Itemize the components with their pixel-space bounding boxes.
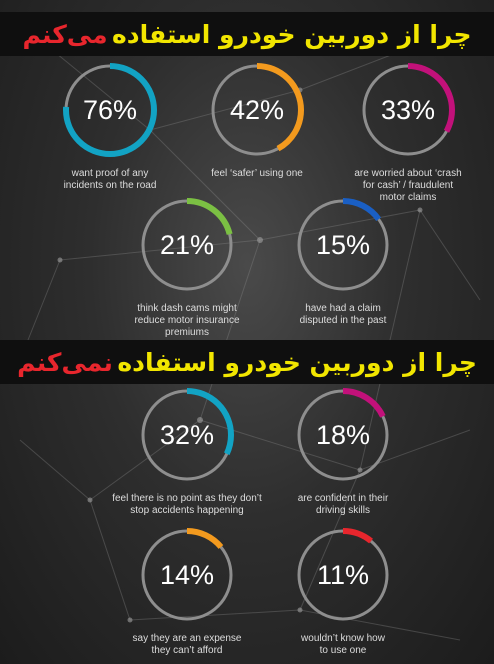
stat-caption: have had a claim disputed in the past: [253, 303, 433, 327]
caption-line: want proof of any: [71, 168, 149, 179]
caption-line: reduce motor insurance: [134, 315, 240, 326]
caption-line: stop accidents happening: [130, 505, 244, 516]
caption-line: have had a claim: [305, 303, 381, 314]
stat-caption: think dash cams might reduce motor insura…: [97, 303, 277, 339]
percent-label: 42%: [229, 95, 285, 125]
donut-stat: 21% think dash cams might reduce motor ins…: [97, 195, 277, 339]
caption-line: incidents on the road: [63, 180, 157, 191]
caption-line: premiums: [165, 327, 209, 338]
banner-title-text: چرا از دوربین خودرو استفاده: [117, 347, 477, 377]
donut-arc: [63, 63, 157, 157]
caption-line: are confident in their: [297, 493, 389, 504]
stat-caption: wouldn’t know how to use one: [253, 633, 433, 657]
caption-line: motor claims: [379, 192, 437, 203]
donut-svg: [140, 388, 234, 482]
caption-line: feel ‘safer’ using one: [211, 168, 303, 179]
percent-label: 76%: [82, 95, 138, 125]
title-banner-non-uses: چرا از دوربین خودرو استفاده نمی‌کنم: [0, 340, 494, 384]
caption-line: say they are an expense: [132, 633, 242, 644]
caption-line: wouldn’t know how: [301, 633, 385, 644]
donut-stat: 42% feel ‘safer’ using one: [167, 60, 347, 180]
percent-label: 33%: [380, 95, 436, 125]
stat-caption: want proof of any incidents on the road: [20, 168, 200, 192]
caption-line: driving skills: [316, 505, 370, 516]
donut-svg: [140, 528, 234, 622]
donut-arc: [361, 63, 455, 157]
banner-title-emphasis: می‌کنم: [22, 19, 108, 49]
donut-arc: [296, 198, 390, 292]
donut-ring: 42%: [207, 60, 307, 160]
stat-caption: are confident in their driving skills: [253, 493, 433, 517]
percent-label: 14%: [159, 560, 215, 590]
donut-ring: 33%: [358, 60, 458, 160]
donut-stat: 32% feel there is no point as they don’t s…: [97, 385, 277, 517]
donut-svg: [63, 63, 157, 157]
caption-line: feel there is no point as they don’t: [112, 493, 262, 504]
percent-label: 32%: [159, 420, 215, 450]
donut-arc: [296, 388, 390, 482]
donut-ring: 14%: [137, 525, 237, 625]
caption-line: they can’t afford: [151, 645, 223, 656]
donut-svg: [296, 198, 390, 292]
donut-ring: 18%: [293, 385, 393, 485]
stat-caption: are worried about ‘crash for cash’ / frau…: [318, 168, 494, 204]
donut-svg: [140, 198, 234, 292]
stat-caption: say they are an expense they can’t afford: [97, 633, 277, 657]
donut-svg: [210, 63, 304, 157]
stat-caption: feel there is no point as they don’t stop…: [97, 493, 277, 517]
donut-ring: 15%: [293, 195, 393, 295]
banner-title-emphasis: نمی‌کنم: [17, 347, 113, 377]
percent-label: 11%: [316, 560, 370, 590]
percent-label: 18%: [315, 420, 371, 450]
caption-line: think dash cams might: [137, 303, 237, 314]
caption-line: to use one: [319, 645, 367, 656]
donut-stat: 15% have had a claim disputed in the past: [253, 195, 433, 327]
donut-svg: [296, 388, 390, 482]
donut-stat: 18% are confident in their driving skills: [253, 385, 433, 517]
banner-title-text: چرا از دوربین خودرو استفاده: [112, 19, 472, 49]
donut-svg: [361, 63, 455, 157]
donut-arc: [210, 63, 304, 157]
donut-arc: [140, 528, 234, 622]
donut-ring: 76%: [60, 60, 160, 160]
caption-line: disputed in the past: [299, 315, 387, 326]
donut-stat: 76% want proof of any incidents on the roa…: [20, 60, 200, 192]
donut-svg: [296, 528, 390, 622]
caption-line: are worried about ‘crash: [354, 168, 462, 179]
donut-arc: [140, 198, 234, 292]
donut-ring: 32%: [137, 385, 237, 485]
donut-ring: 11%: [293, 525, 393, 625]
donut-stat: 33% are worried about ‘crash for cash’ / f…: [318, 60, 494, 204]
donut-ring: 21%: [137, 195, 237, 295]
stat-caption: feel ‘safer’ using one: [167, 168, 347, 180]
title-banner-uses: چرا از دوربین خودرو استفاده می‌کنم: [0, 12, 494, 56]
caption-line: for cash’ / fraudulent: [362, 180, 454, 191]
donut-arc: [140, 388, 234, 482]
donut-arc: [296, 528, 390, 622]
donut-stat: 11% wouldn’t know how to use one: [253, 525, 433, 657]
percent-label: 21%: [159, 230, 215, 260]
percent-label: 15%: [315, 230, 371, 260]
donut-stat: 14% say they are an expense they can’t aff…: [97, 525, 277, 657]
